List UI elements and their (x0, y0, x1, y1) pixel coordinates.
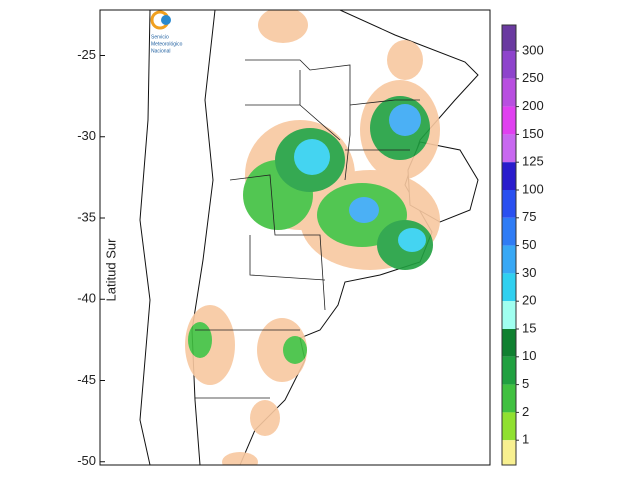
province-borders (195, 59, 420, 399)
colorbar-band (502, 162, 516, 190)
map-frame (99, 9, 491, 466)
colorbar-band (502, 440, 516, 465)
colorbar-label: 2 (522, 404, 529, 419)
map (139, 10, 479, 465)
logo-icon (161, 15, 171, 25)
chile-coast (139, 10, 151, 465)
colorbar-label: 5 (522, 376, 529, 391)
colorbar-label: 20 (522, 293, 536, 308)
colorbar-band (502, 51, 516, 79)
colorbar-label: 300 (522, 42, 544, 57)
colorbar-label: 75 (522, 209, 536, 224)
y-tick-label: -25 (77, 47, 96, 62)
colorbar-band (502, 412, 516, 441)
colorbar-label: 200 (522, 98, 544, 113)
colorbar-band (502, 190, 516, 218)
colorbar-band (502, 329, 516, 357)
colorbar-label: 250 (522, 70, 544, 85)
colorbar-band (502, 301, 516, 329)
colorbar-band (502, 273, 516, 302)
y-tick-label: -45 (77, 372, 96, 387)
logo-text: Meteorológico (151, 41, 183, 47)
colorbar-label: 1 (522, 432, 529, 447)
colorbar-label: 50 (522, 237, 536, 252)
colorbar-label: 10 (522, 348, 536, 363)
colorbar-band (502, 356, 516, 385)
colorbar-label: 100 (522, 181, 544, 196)
colorbar-label: 30 (522, 265, 536, 280)
y-tick-label: -30 (77, 128, 96, 143)
precipitation-fields (185, 10, 440, 465)
y-tick-label: -40 (77, 291, 96, 306)
y-axis-label: Latitud Sur (103, 238, 118, 302)
colorbar-label: 125 (522, 154, 544, 169)
colorbar-band (502, 134, 516, 163)
logo-text: Nacional (151, 48, 170, 54)
colorbar-label: 15 (522, 320, 536, 335)
colorbar-band (502, 384, 516, 413)
logo-text: Servicio (151, 34, 169, 40)
y-tick-label: -35 (77, 209, 96, 224)
y-tick-label: -50 (77, 453, 96, 468)
colorbar-band (502, 217, 516, 246)
colorbar-band (502, 78, 516, 107)
colorbar-band (502, 25, 516, 51)
colorbar-band (502, 245, 516, 274)
colorbar-band (502, 106, 516, 135)
colorbar-frame (501, 24, 517, 466)
colorbar-label: 150 (522, 126, 544, 141)
